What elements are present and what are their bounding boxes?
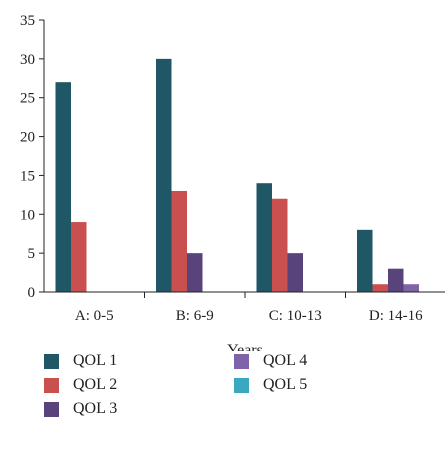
legend-item: QOL 1 [44, 350, 117, 372]
legend-label: QOL 1 [73, 352, 118, 369]
legend-swatch [234, 377, 249, 393]
bar [55, 82, 71, 293]
y-tick-label: 20 [20, 130, 35, 146]
x-tick-label: C: 10-13 [269, 308, 322, 324]
bar [187, 253, 203, 292]
x-tick-label: A: 0-5 [75, 308, 114, 324]
y-tick-label: 30 [20, 52, 35, 68]
legend: QOL 1 QOL 2 QOL 3 QOL 4 QOL 5 [44, 350, 404, 446]
x-tick-label: B: 6-9 [176, 308, 214, 324]
bar [372, 284, 388, 292]
y-tick-label: 15 [20, 168, 35, 184]
legend-item: QOL 3 [44, 398, 117, 420]
bars [55, 58, 419, 293]
legend-item: QOL 5 [234, 374, 307, 396]
y-axis-ticks: 0 5 10 15 20 25 30 35 [20, 13, 44, 301]
legend-swatch [44, 353, 59, 369]
y-tick-label: 10 [20, 207, 35, 223]
x-tick-label: D: 14-16 [369, 308, 423, 324]
x-axis-title: Years [227, 342, 263, 351]
bar [256, 183, 272, 292]
bar [388, 268, 404, 292]
legend-label: QOL 5 [263, 376, 308, 393]
x-axis-ticks: A: 0-5 B: 6-9 C: 10-13 D: 14-16 [75, 292, 423, 324]
legend-item: QOL 2 [44, 374, 117, 396]
legend-item: QOL 4 [234, 350, 307, 372]
bar [287, 253, 303, 292]
legend-label: QOL 4 [263, 352, 308, 369]
bar-chart: 0 5 10 15 20 25 30 35 A: 0-5 B: 6-9 C: 10-13 D: 14… [20, 13, 445, 351]
y-tick-label: 35 [20, 13, 35, 29]
legend-swatch [234, 353, 249, 369]
legend-swatch [44, 401, 59, 417]
bar [156, 58, 172, 292]
bar [357, 229, 373, 292]
y-tick-label: 0 [28, 285, 36, 301]
bar [71, 222, 87, 292]
y-tick-label: 5 [28, 246, 36, 262]
legend-swatch [44, 377, 59, 393]
bar [171, 190, 187, 292]
y-tick-label: 25 [20, 91, 35, 107]
bar [403, 284, 419, 292]
legend-label: QOL 3 [73, 400, 118, 417]
bar [272, 198, 288, 292]
legend-label: QOL 2 [73, 376, 118, 393]
